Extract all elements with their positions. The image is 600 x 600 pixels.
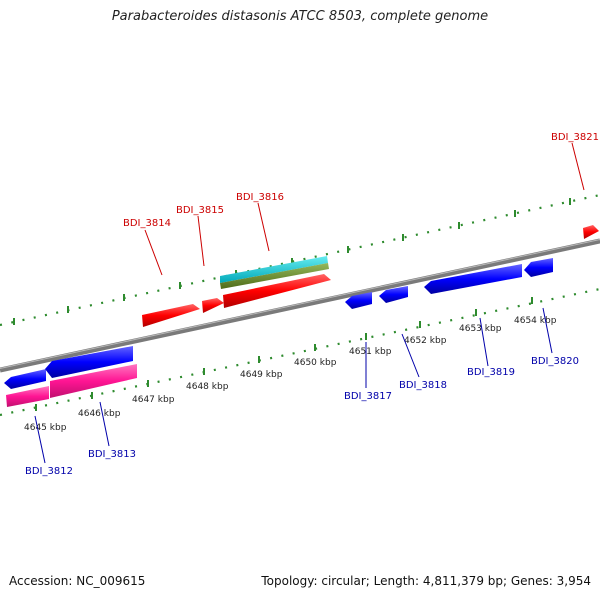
genome-backbone — [0, 238, 600, 373]
lower-ruler-ticks — [35, 297, 533, 411]
gene-label-BDI_3821[interactable]: BDI_3821 — [551, 132, 599, 143]
kbp-label: 4650 kbp — [294, 358, 337, 368]
forward-strand-features — [142, 225, 599, 327]
kbp-label: 4652 kbp — [404, 336, 447, 346]
gene-BDI_3815[interactable] — [202, 298, 224, 313]
kbp-label: 4647 kbp — [132, 395, 175, 405]
gene-BDI_3819[interactable] — [424, 264, 522, 294]
gene-BDI_3816[interactable] — [223, 274, 331, 308]
gene-BDI_3814[interactable] — [142, 304, 200, 327]
gene-label-BDI_3820[interactable]: BDI_3820 — [531, 356, 579, 367]
cyan-feature-BDI_3816[interactable] — [220, 256, 328, 283]
olive-feature-BDI_3816[interactable] — [220, 263, 329, 289]
kbp-label: 4646 kbp — [78, 409, 121, 419]
kbp-label: 4654 kbp — [514, 316, 557, 326]
accession-text: Accession: NC_009615 — [9, 574, 146, 588]
upper-ruler-ticks — [13, 198, 571, 325]
genome-summary-text: Topology: circular; Length: 4,811,379 bp… — [261, 574, 591, 588]
kbp-label: 4648 kbp — [186, 382, 229, 392]
gene-BDI_3821[interactable] — [583, 225, 599, 239]
kbp-label: 4653 kbp — [459, 324, 502, 334]
kbp-label: 4649 kbp — [240, 370, 283, 380]
gene-label-BDI_3816[interactable]: BDI_3816 — [236, 192, 284, 203]
gene-label-BDI_3817[interactable]: BDI_3817 — [344, 391, 392, 402]
gene-label-BDI_3819[interactable]: BDI_3819 — [467, 367, 515, 378]
gene-label-BDI_3814[interactable]: BDI_3814 — [123, 218, 171, 229]
gene-BDI_3813[interactable] — [45, 346, 133, 378]
gene-BDI_3820[interactable] — [524, 258, 553, 277]
map-title: Parabacteroides distasonis ATCC 8503, co… — [111, 9, 489, 24]
pink-feature-BDI_3813[interactable] — [50, 364, 137, 398]
gene-label-BDI_3815[interactable]: BDI_3815 — [176, 205, 224, 216]
gene-BDI_3812[interactable] — [4, 369, 46, 389]
gene-BDI_3818[interactable] — [379, 286, 408, 303]
gene-BDI_3817[interactable] — [345, 292, 372, 309]
pink-feature-BDI_3812[interactable] — [6, 386, 49, 407]
gene-label-BDI_3812[interactable]: BDI_3812 — [25, 466, 73, 477]
kbp-label: 4645 kbp — [24, 423, 67, 433]
gene-label-BDI_3813[interactable]: BDI_3813 — [88, 449, 136, 460]
genome-backbone-highlight — [0, 239, 600, 369]
gene-leader-lines — [34, 142, 585, 464]
reverse-strand-features — [4, 258, 553, 407]
kbp-label: 4651 kbp — [349, 347, 392, 357]
gene-label-BDI_3818[interactable]: BDI_3818 — [399, 380, 447, 391]
